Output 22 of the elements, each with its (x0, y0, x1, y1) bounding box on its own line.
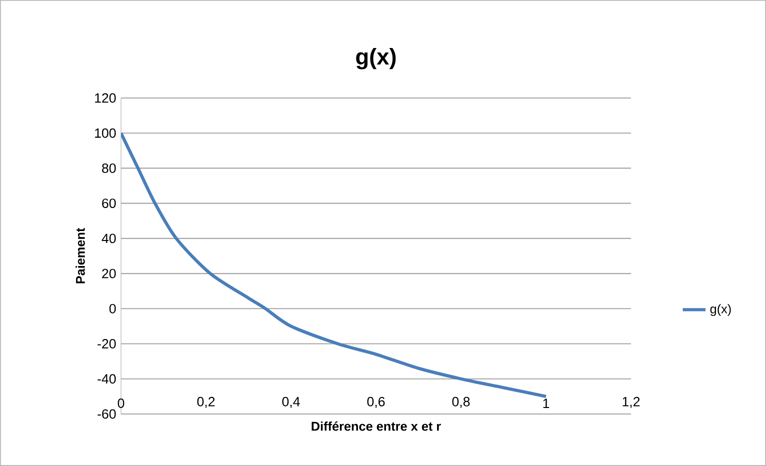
y-tick-label: 120 (95, 93, 116, 103)
y-tick-label: 0 (109, 304, 116, 314)
y-tick-label: -60 (98, 409, 116, 419)
x-tick-label: 0,8 (452, 396, 470, 408)
y-tick-label: 20 (102, 268, 116, 278)
y-tick-label: -20 (98, 339, 116, 348)
legend-label: g(x) (710, 304, 731, 316)
x-tick-label: 0 (118, 398, 124, 408)
y-tick-label: -40 (98, 374, 116, 384)
x-tick-label: 0,6 (367, 396, 385, 408)
x-tick-label: 0,2 (197, 396, 215, 408)
x-tick-label: 1 (543, 398, 550, 408)
x-axis-title: Différence entre x et r (312, 421, 441, 431)
x-tick-label: 1,2 (622, 396, 640, 408)
chart-title: g(x) (356, 48, 396, 70)
x-tick-label: 0,4 (282, 396, 300, 408)
y-tick-label: 100 (95, 128, 116, 138)
y-tick-label: 40 (102, 234, 116, 244)
y-axis-title: Paiement (76, 228, 85, 284)
line-series (121, 132, 548, 398)
y-tick-label: 80 (102, 163, 116, 173)
y-tick-label: 60 (102, 198, 116, 208)
